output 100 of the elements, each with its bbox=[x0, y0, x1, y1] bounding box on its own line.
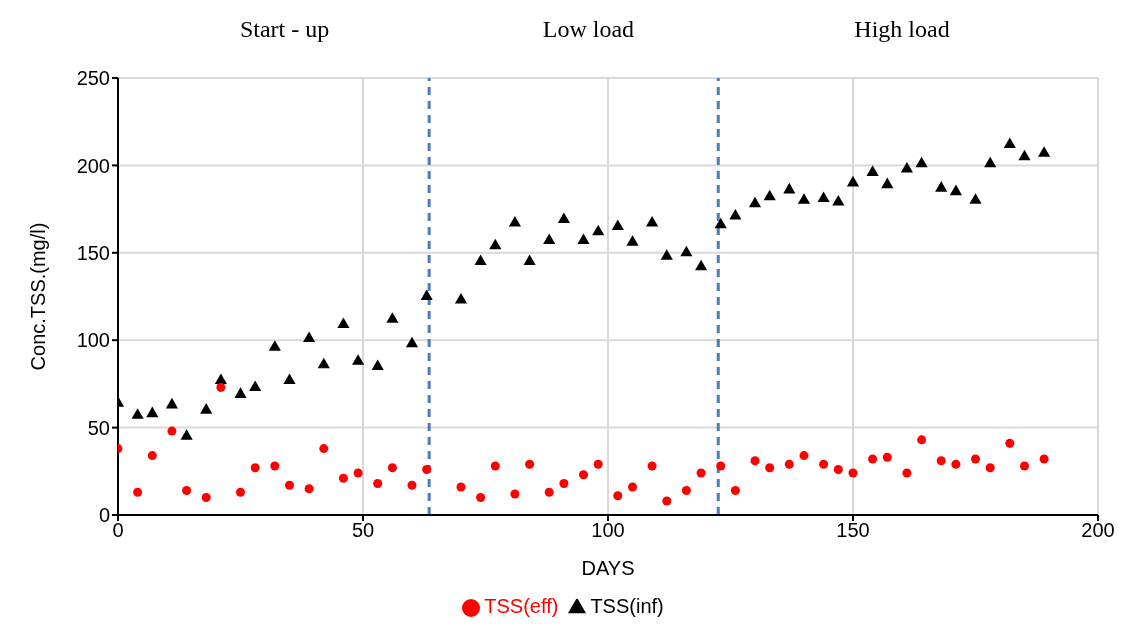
point bbox=[353, 468, 363, 478]
point bbox=[146, 406, 159, 418]
point bbox=[936, 456, 946, 466]
point bbox=[268, 340, 281, 351]
point bbox=[476, 493, 486, 503]
point bbox=[797, 193, 811, 204]
x-axis-title: DAYS bbox=[581, 557, 635, 579]
point bbox=[234, 387, 247, 398]
point bbox=[1038, 146, 1051, 157]
point bbox=[165, 397, 178, 409]
point bbox=[592, 224, 605, 236]
text: Start - up bbox=[239, 16, 330, 43]
y-tick-label: 0 bbox=[98, 504, 110, 527]
point bbox=[283, 373, 296, 384]
point bbox=[386, 312, 399, 323]
point bbox=[1019, 461, 1030, 471]
point bbox=[833, 465, 843, 475]
y-axis-title: Conc.TSS.(mg/l) bbox=[27, 222, 50, 371]
point bbox=[200, 403, 213, 414]
point bbox=[646, 216, 659, 227]
point bbox=[319, 444, 329, 454]
point bbox=[489, 238, 502, 250]
point bbox=[201, 493, 211, 503]
point bbox=[680, 245, 693, 257]
point bbox=[405, 336, 419, 348]
point bbox=[716, 461, 726, 471]
point bbox=[249, 380, 262, 391]
point bbox=[626, 235, 639, 246]
point bbox=[133, 487, 143, 497]
point bbox=[454, 292, 468, 304]
point bbox=[765, 463, 775, 473]
point bbox=[284, 480, 295, 490]
point bbox=[846, 175, 860, 187]
point bbox=[985, 463, 995, 473]
point bbox=[695, 259, 708, 271]
point bbox=[799, 451, 809, 461]
y-tick-label: 250 bbox=[76, 67, 110, 90]
y-tick-label: 50 bbox=[87, 416, 110, 439]
point bbox=[969, 193, 982, 204]
point bbox=[783, 182, 796, 194]
y-tick-label: 100 bbox=[76, 329, 110, 352]
point bbox=[1005, 438, 1015, 448]
point bbox=[387, 463, 397, 473]
point bbox=[304, 484, 314, 494]
point bbox=[817, 191, 830, 203]
point bbox=[373, 479, 383, 489]
point bbox=[935, 181, 948, 192]
point bbox=[662, 496, 672, 506]
point bbox=[868, 454, 878, 464]
point bbox=[456, 482, 466, 492]
point bbox=[613, 491, 623, 501]
point bbox=[235, 487, 246, 497]
point bbox=[559, 479, 569, 489]
point bbox=[131, 408, 144, 419]
point bbox=[681, 486, 691, 496]
point bbox=[407, 480, 417, 490]
point bbox=[748, 196, 762, 208]
point bbox=[352, 354, 365, 365]
point bbox=[1003, 137, 1016, 148]
point bbox=[627, 482, 638, 492]
point bbox=[180, 429, 193, 440]
point bbox=[984, 156, 997, 168]
point bbox=[881, 177, 894, 189]
point bbox=[714, 217, 727, 229]
point bbox=[902, 468, 912, 478]
point bbox=[917, 435, 927, 445]
point bbox=[544, 487, 554, 497]
point bbox=[303, 331, 316, 342]
text: High load bbox=[854, 16, 950, 43]
point bbox=[729, 209, 742, 220]
point bbox=[508, 216, 521, 227]
point bbox=[866, 165, 879, 176]
x-tick-label: 50 bbox=[351, 519, 375, 542]
point bbox=[949, 184, 962, 196]
point bbox=[167, 426, 177, 436]
point bbox=[1018, 149, 1031, 161]
point bbox=[337, 317, 350, 328]
point bbox=[270, 461, 280, 471]
point bbox=[1039, 454, 1049, 464]
point bbox=[214, 373, 227, 384]
point bbox=[848, 468, 858, 478]
point bbox=[422, 465, 432, 475]
y-tick-label: 150 bbox=[76, 241, 110, 264]
point bbox=[970, 454, 981, 464]
point bbox=[371, 359, 384, 370]
y-tick-label: 200 bbox=[76, 154, 110, 177]
point bbox=[420, 289, 433, 301]
point bbox=[611, 219, 624, 231]
x-tick-label: 0 bbox=[112, 519, 124, 542]
legend-label: TSS(eff) bbox=[484, 595, 559, 617]
point bbox=[490, 461, 500, 471]
point bbox=[523, 254, 536, 266]
point bbox=[763, 189, 776, 201]
point bbox=[593, 459, 603, 469]
point bbox=[338, 473, 348, 483]
x-tick-label: 100 bbox=[591, 519, 625, 542]
point bbox=[730, 486, 740, 496]
legend-label: TSS(inf) bbox=[590, 595, 664, 617]
point bbox=[525, 459, 535, 469]
point bbox=[819, 459, 829, 469]
